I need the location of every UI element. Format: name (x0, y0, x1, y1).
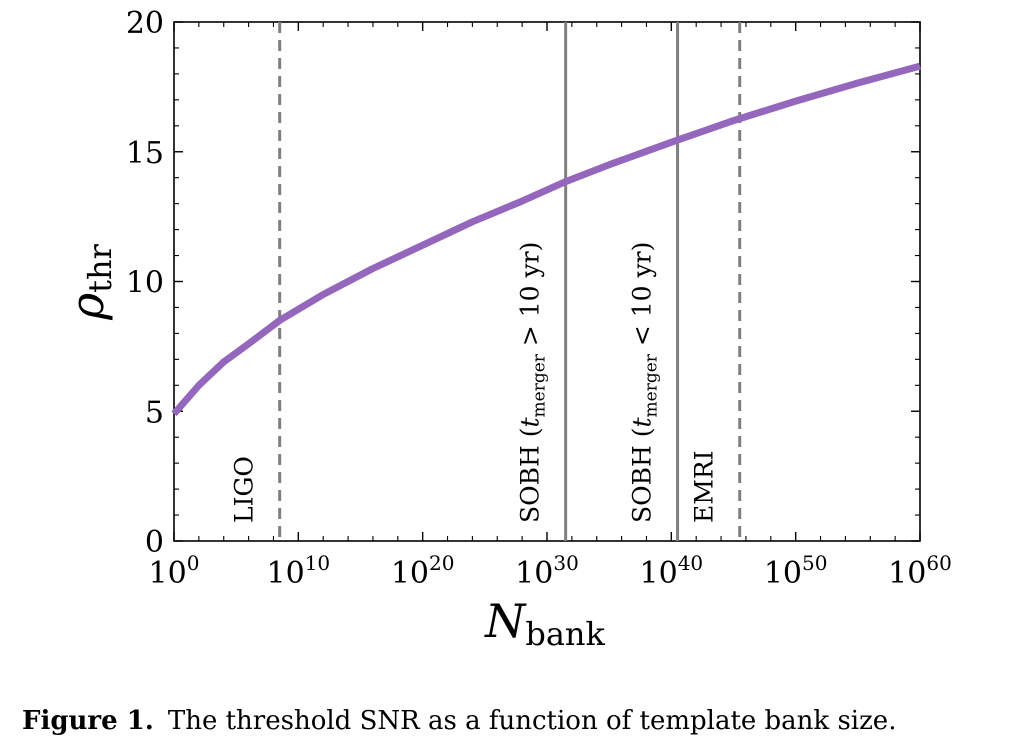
y-tick-label: 20 (126, 6, 164, 41)
x-tick-base: 10 (267, 556, 305, 591)
vline-label-subscript: merger (530, 353, 550, 417)
x-tick-exponent: 30 (553, 551, 578, 575)
x-tick-exponent: 20 (429, 551, 454, 575)
x-tick-base: 10 (888, 556, 926, 591)
x-tick-label: 1020 (391, 551, 455, 591)
vline-label-2: SOBH (tmerger < 10 yr) (628, 242, 662, 523)
x-tick-base: 10 (391, 556, 429, 591)
vline-label-var: t (516, 417, 545, 428)
vline-label-main: SOBH ( (628, 428, 657, 524)
caption-label: Figure 1. (22, 706, 154, 736)
x-tick-base: 10 (149, 556, 187, 591)
caption-text: The threshold SNR as a function of templ… (167, 706, 897, 736)
vline-label-main: SOBH ( (516, 428, 545, 524)
vline-label-tail: < 10 yr) (628, 242, 657, 354)
x-tick-exponent: 0 (187, 551, 200, 575)
x-tick-label: 1030 (515, 551, 579, 591)
y-tick-label: 15 (126, 136, 164, 171)
y-tick-label: 5 (145, 395, 164, 430)
x-tick-base: 10 (764, 556, 802, 591)
x-tick-label: 1040 (640, 551, 704, 591)
y-tick-label: 0 (145, 525, 164, 560)
y-axis-label-subscript: thr (81, 243, 119, 292)
x-tick-label: 1060 (888, 551, 952, 591)
vline-label-1: SOBH (tmerger > 10 yr) (516, 242, 550, 523)
x-axis-label-subscript: bank (525, 615, 605, 653)
x-tick-base: 10 (640, 556, 678, 591)
y-tick-label: 10 (126, 266, 164, 301)
x-tick-exponent: 10 (305, 551, 330, 575)
x-tick-exponent: 40 (678, 551, 703, 575)
x-tick-label: 100 (149, 551, 200, 591)
x-tick-exponent: 50 (802, 551, 827, 575)
vline-label-3: EMRI (690, 450, 719, 523)
x-axis-label-base: N (484, 594, 527, 648)
y-axis-label-base: ρ (60, 293, 114, 321)
x-tick-label: 1050 (764, 551, 828, 591)
figure-caption: Figure 1. The threshold SNR as a function… (22, 706, 896, 736)
x-tick-base: 10 (515, 556, 553, 591)
vline-label-tail: > 10 yr) (516, 242, 545, 354)
y-axis-label: ρthr (60, 243, 119, 321)
x-tick-exponent: 60 (926, 551, 951, 575)
vline-label-0: LIGO (230, 456, 259, 523)
x-tick-label: 1010 (267, 551, 331, 591)
vline-label-subscript: merger (642, 353, 662, 417)
vline-label-var: t (628, 417, 657, 428)
x-axis-label: Nbank (484, 594, 605, 653)
